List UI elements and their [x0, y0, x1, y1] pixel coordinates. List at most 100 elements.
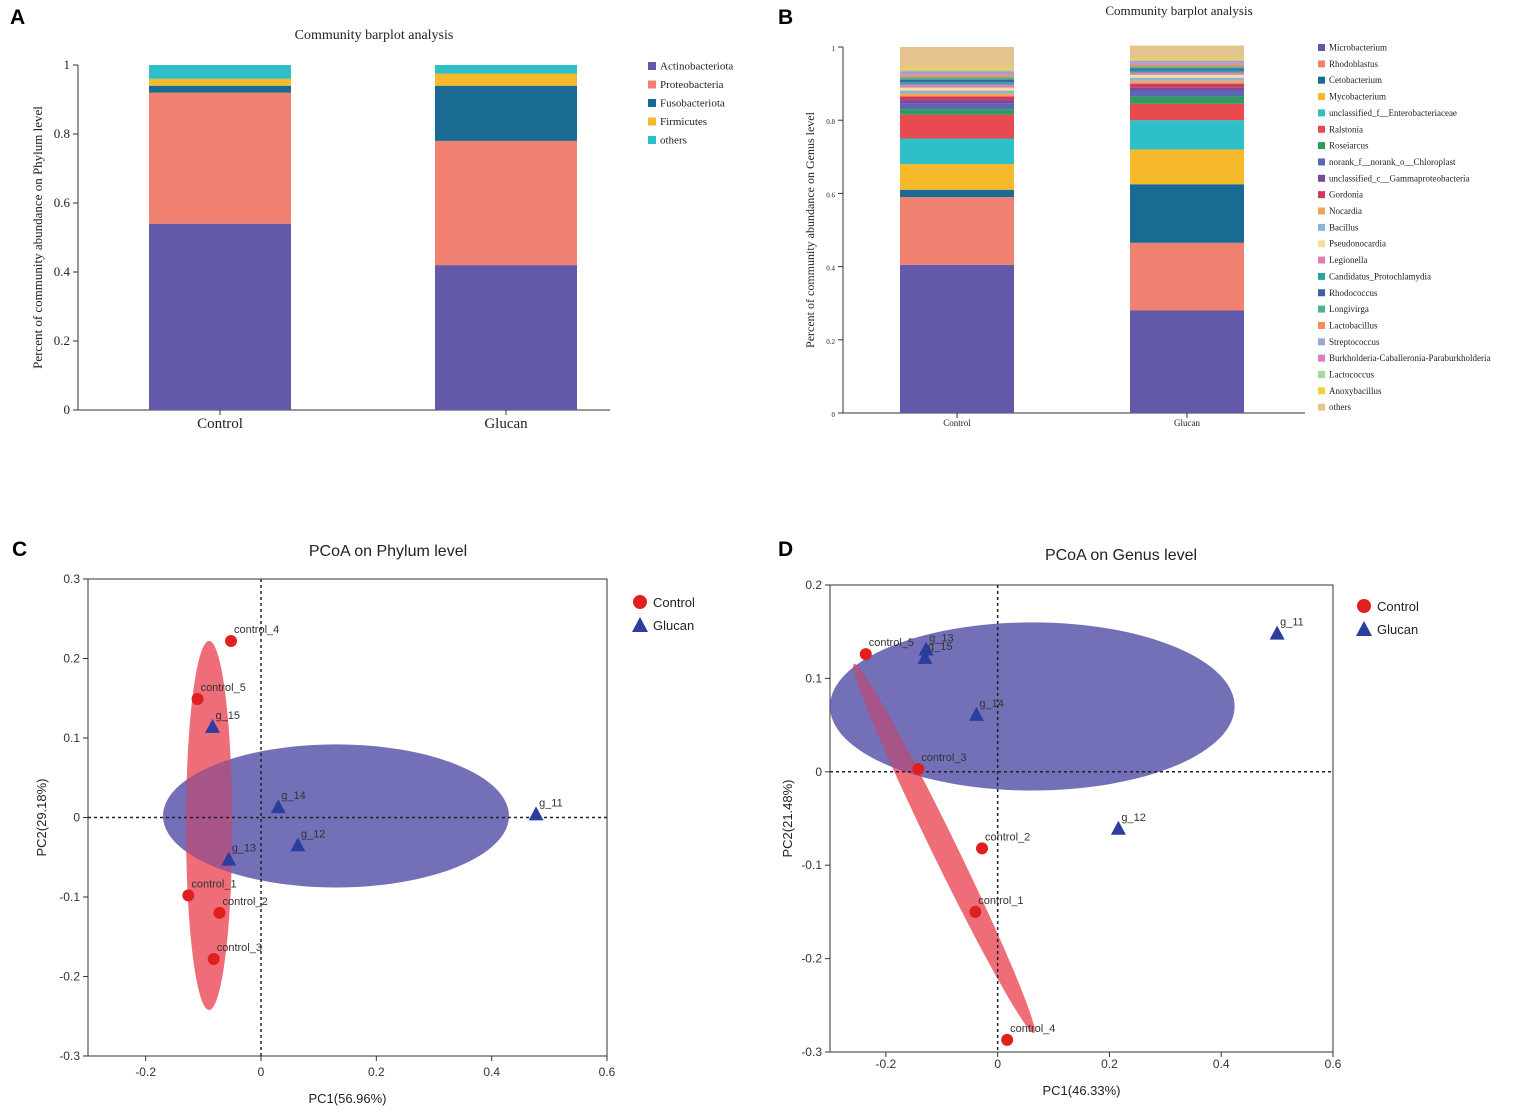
y-tick-label: 0.1: [805, 671, 822, 685]
y-tick-label: 0.4: [54, 264, 71, 279]
legend-entry: Microbacterium: [1329, 43, 1387, 53]
x-tick-label: 0.2: [368, 1065, 385, 1079]
legend-entry: Fusobacteriota: [660, 98, 725, 110]
x-tick-label: -0.2: [135, 1065, 156, 1079]
bar-segment-rhodoblastus: [1130, 242, 1244, 311]
bar-segment-others: [1130, 45, 1244, 58]
legend-entry: Candidatus_Protochlamydia: [1329, 271, 1431, 281]
x-tick-label: Glucan: [484, 416, 528, 432]
bar-segment-rhodococcus: [1130, 68, 1244, 71]
legend-swatch: [1318, 371, 1325, 378]
bar-segment-microbacterium: [900, 264, 1014, 413]
point-label: g_11: [1280, 617, 1304, 629]
y-tick-label: -0.1: [801, 858, 822, 872]
bar-segment-roseiarcus: [900, 109, 1014, 115]
y-tick-label: 1: [64, 57, 71, 72]
legend-swatch: [1318, 125, 1325, 133]
legend-swatch: [1318, 109, 1325, 117]
legend-entry: Bacillus: [1329, 222, 1359, 232]
bar-segment-others: [149, 65, 291, 79]
legend-marker-circle: [633, 595, 647, 609]
legend-entry: Anoxybacillus: [1329, 386, 1382, 396]
legend-marker-triangle: [632, 617, 648, 632]
bar-segment-norank-f-norank-o-chloroplast: [1130, 90, 1244, 97]
legend-entry: Firmicutes: [660, 116, 707, 128]
y-tick-label: 0: [815, 765, 822, 779]
legend-swatch: [648, 80, 656, 89]
legend-swatch: [1318, 93, 1325, 101]
bar-segment-rhodococcus: [900, 79, 1014, 83]
legend-swatch: [1318, 60, 1325, 68]
legend-swatch: [1318, 174, 1325, 182]
legend-swatch: [1318, 321, 1325, 329]
point-g-14: [270, 799, 286, 814]
legend-swatch: [1318, 305, 1325, 313]
bar-segment-microbacterium: [1130, 310, 1244, 413]
legend-entry: Roseiarcus: [1329, 141, 1369, 151]
bar-segment-roseiarcus: [1130, 96, 1244, 104]
legend-entry: norank_f__norank_o__Chloroplast: [1329, 157, 1456, 167]
legend-entry: Pseudonocardia: [1329, 239, 1386, 249]
point-g-12: [290, 837, 306, 852]
point-g-15: [205, 718, 221, 733]
panel-label: D: [778, 538, 793, 561]
y-tick-label: 0.2: [805, 578, 822, 592]
legend-entry: Streptococcus: [1329, 337, 1380, 347]
panel-label: C: [12, 538, 27, 561]
bar-segment-legionella: [1130, 72, 1244, 75]
x-axis-label: PC1(56.96%): [308, 1091, 386, 1106]
legend-swatch: [1318, 158, 1325, 166]
bar-segment-others: [900, 47, 1014, 68]
bar-segment-legionella: [900, 84, 1014, 88]
point-label: g_11: [539, 797, 563, 809]
legend-swatch: [648, 117, 656, 126]
x-axis-label: PC1(46.33%): [1042, 1083, 1120, 1098]
legend-marker-circle: [1357, 599, 1371, 613]
point-label: control_2: [222, 896, 267, 908]
bar-segment-others: [435, 65, 577, 74]
point-g-11: [1269, 625, 1285, 640]
point-label: control_3: [217, 942, 262, 954]
y-tick-label: 0.3: [63, 572, 80, 586]
point-label: control_3: [921, 752, 966, 764]
point-label: g_15: [928, 641, 952, 653]
bar-segment-ralstonia: [900, 114, 1014, 139]
point-label: g_14: [281, 790, 305, 802]
x-tick-label: 0.6: [599, 1065, 616, 1079]
bar-segment-nocardia: [900, 93, 1014, 97]
legend-swatch: [1318, 354, 1325, 362]
legend-swatch: [1318, 207, 1325, 215]
bar-segment-nocardia: [1130, 80, 1244, 84]
point-control-3: [207, 953, 220, 966]
legend-entry: Legionella: [1329, 255, 1367, 265]
x-tick-label: Glucan: [1174, 418, 1200, 428]
y-tick-label: 0.8: [826, 118, 835, 126]
panel-label: B: [778, 6, 793, 29]
y-tick-label: -0.1: [59, 890, 80, 904]
barplot-panel-a: A Community barplot analysis Percent of co…: [10, 6, 733, 432]
legend-entry: unclassified_f__Enterobacteriaceae: [1329, 108, 1457, 118]
y-tick-label: 0.6: [54, 195, 71, 210]
point-label: g_15: [216, 710, 240, 722]
legend-swatch: [1318, 272, 1325, 280]
y-tick-label: 1: [832, 45, 836, 53]
bar-segment-pseudonocardia: [900, 87, 1014, 91]
bar-segment-unclassified-c-gammaproteobacteria: [900, 100, 1014, 104]
point-label: control_4: [1010, 1023, 1055, 1035]
point-control-5: [859, 648, 872, 661]
y-axis-label: Percent of community abundance on Phylum…: [30, 106, 45, 369]
point-control-3: [912, 762, 925, 775]
bar-segment-streptococcus: [1130, 62, 1244, 65]
legend-swatch: [1318, 403, 1325, 411]
bar-segment-proteobacteria: [149, 92, 291, 224]
y-tick-label: 0: [832, 411, 836, 419]
bar-segment-unclassified-f-enterobacteriaceae: [1130, 120, 1244, 150]
legend-swatch: [1318, 191, 1325, 199]
point-control-2: [213, 906, 226, 919]
bar-segment-candidatus-protochlamydia: [1130, 70, 1244, 73]
y-tick-label: 0.1: [63, 731, 80, 745]
legend-swatch: [648, 136, 656, 144]
legend-swatch: [1318, 256, 1325, 264]
bar-segment-mycobacterium: [1130, 149, 1244, 185]
